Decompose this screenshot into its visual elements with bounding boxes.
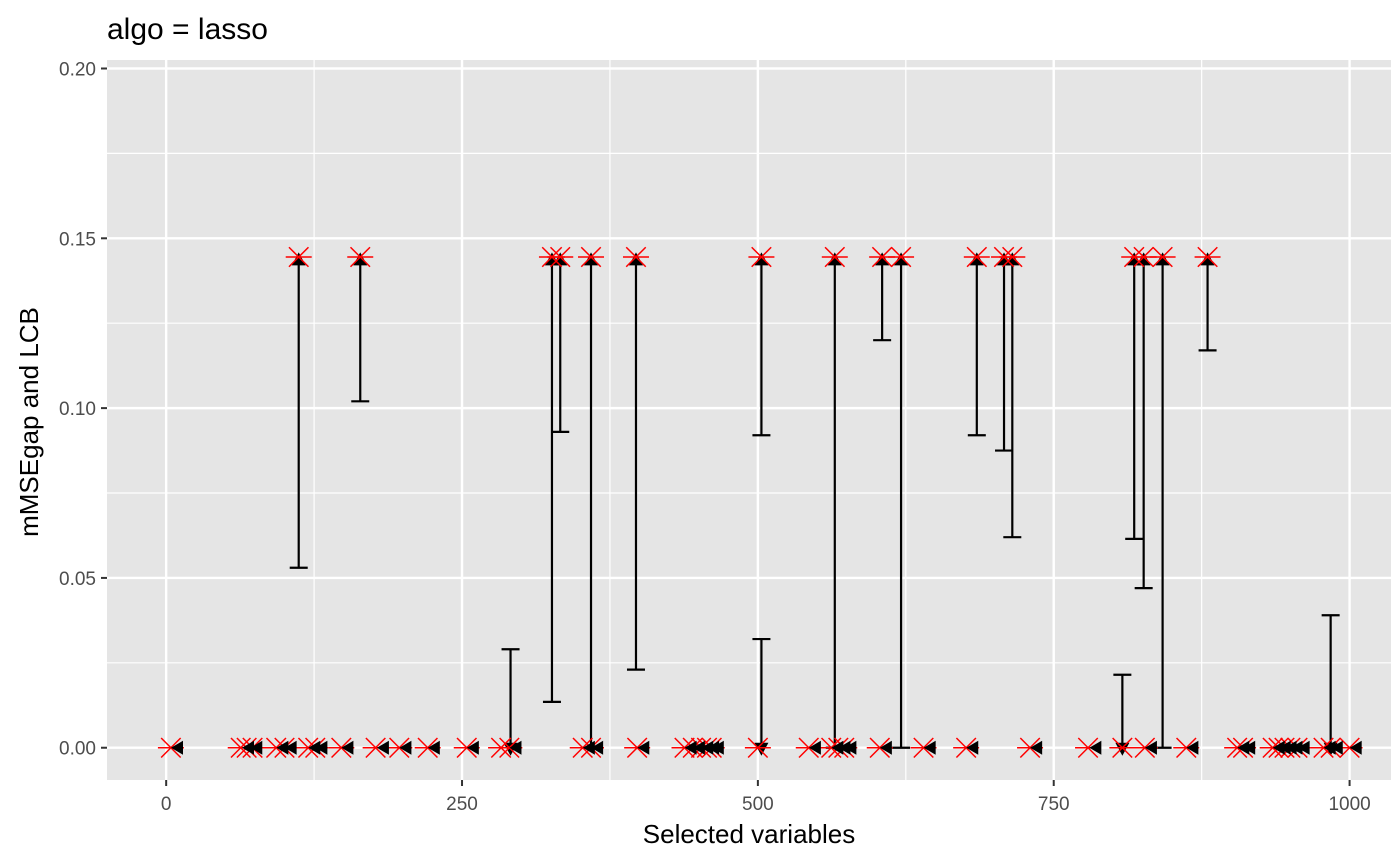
triangle-left-marker (509, 740, 522, 755)
plot-panel (107, 60, 1391, 780)
y-tick-label: 0.10 (59, 399, 96, 420)
triangle-up-marker (827, 252, 842, 266)
y-tick-label: 0.05 (59, 569, 96, 590)
triangle-left-marker (276, 740, 289, 755)
y-tick-label: 0.00 (59, 739, 96, 760)
star-point (347, 246, 374, 268)
star-point (622, 246, 649, 268)
y-tick-label: 0.20 (59, 59, 96, 80)
triangle-left-marker (879, 740, 892, 755)
triangle-left-marker (399, 740, 412, 755)
interval (752, 637, 771, 756)
star-point (748, 246, 775, 268)
triangle-up-marker (875, 252, 890, 266)
chart-title: algo = lasso (107, 13, 268, 46)
triangle-left-marker (376, 740, 389, 755)
triangle-left-marker (582, 740, 595, 755)
triangle-left-marker (341, 740, 354, 755)
star-point (285, 246, 312, 268)
triangle-left-marker (711, 740, 724, 755)
triangle-left-marker (831, 740, 844, 755)
interval (1198, 252, 1217, 352)
triangle-left-marker (966, 740, 979, 755)
triangle-left-marker (1290, 740, 1303, 755)
triangle-up-marker (1155, 252, 1170, 266)
x-tick-label: 0 (161, 794, 172, 815)
interval (289, 252, 308, 569)
triangle-left-marker (1323, 740, 1336, 755)
star-point (578, 246, 605, 268)
triangle-up-marker (1200, 252, 1215, 266)
y-axis: 0.00 0.05 0.10 0.15 0.20 (59, 59, 107, 760)
star-point (1109, 737, 1136, 759)
interval (626, 252, 645, 671)
interval (752, 252, 771, 437)
star-point (963, 246, 990, 268)
x-tick-label: 1000 (1328, 794, 1370, 815)
triangle-down-marker (754, 742, 769, 756)
triangle-left-marker (171, 740, 184, 755)
triangle-left-marker (1144, 740, 1157, 755)
y-tick-label: 0.15 (59, 229, 96, 250)
x-tick-label: 250 (446, 794, 478, 815)
triangle-left-marker (466, 740, 479, 755)
triangle-left-marker (923, 740, 936, 755)
star-point (821, 246, 848, 268)
triangle-left-marker (1089, 740, 1102, 755)
triangle-left-marker (1297, 740, 1310, 755)
star-point (1149, 246, 1176, 268)
triangle-up-marker (754, 252, 769, 266)
star-point (744, 737, 771, 759)
x-axis-title: Selected variables (643, 819, 855, 849)
triangle-left-marker (808, 740, 821, 755)
triangle-up-marker (969, 252, 984, 266)
triangle-left-marker (637, 740, 650, 755)
x-axis: 0 250 500 750 1000 (161, 780, 1371, 815)
triangle-left-marker (242, 740, 255, 755)
interval (873, 252, 892, 342)
triangle-left-marker (315, 740, 328, 755)
triangle-left-marker (1243, 740, 1256, 755)
interval (892, 252, 911, 749)
triangle-up-marker (353, 252, 368, 266)
interval (1113, 673, 1132, 756)
x-tick-label: 500 (742, 794, 774, 815)
triangle-left-marker (284, 740, 297, 755)
triangle-left-marker (1330, 740, 1343, 755)
triangle-up-marker (894, 252, 909, 266)
triangle-left-marker (250, 740, 263, 755)
triangle-up-marker (291, 252, 306, 266)
triangle-up-marker (584, 252, 599, 266)
triangle-left-marker (1186, 740, 1199, 755)
marker-series (171, 740, 1362, 755)
x-tick-label: 750 (1038, 794, 1070, 815)
star-point (547, 246, 574, 268)
y-axis-title: mMSEgap and LCB (14, 307, 44, 537)
triangle-left-marker (844, 740, 857, 755)
star-point (888, 246, 915, 268)
triangle-left-marker (684, 740, 697, 755)
star-point (1194, 246, 1221, 268)
triangle-down-marker (1115, 742, 1130, 756)
triangle-left-marker (308, 740, 321, 755)
triangle-up-marker (628, 252, 643, 266)
interval (967, 252, 986, 437)
triangle-left-marker (427, 740, 440, 755)
star-point (999, 246, 1026, 268)
triangle-left-marker (692, 740, 705, 755)
interval (351, 252, 370, 403)
triangle-left-marker (591, 740, 604, 755)
triangle-left-marker (1349, 740, 1362, 755)
triangle-left-marker (1030, 740, 1043, 755)
